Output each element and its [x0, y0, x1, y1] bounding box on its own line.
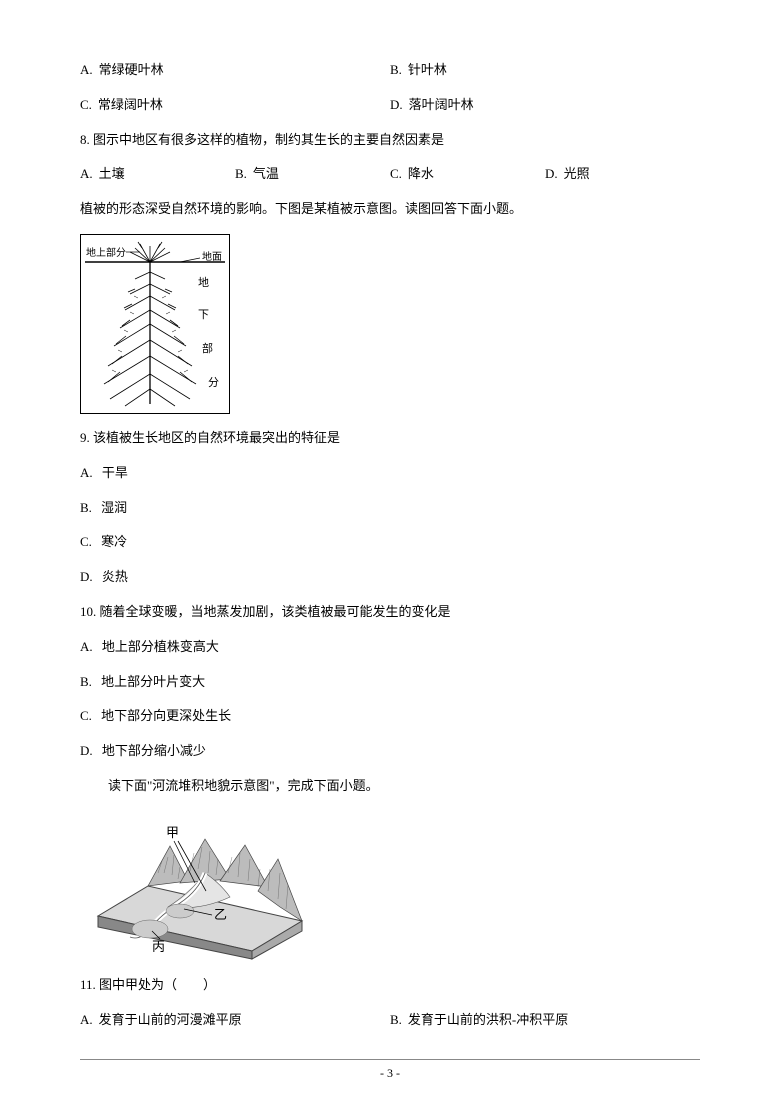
opt-text: 气温 — [253, 164, 279, 185]
opt-label: A. — [80, 164, 93, 185]
opt-text: 地上部分植株变高大 — [102, 639, 219, 654]
intro-text-2: 读下面"河流堆积地貌示意图"，完成下面小题。 — [80, 776, 700, 797]
q8-opt-c: C. 降水 — [390, 164, 545, 185]
opt-label: C. — [80, 95, 92, 116]
fig2-label-yi: 乙 — [214, 907, 227, 922]
opt-label: A. — [80, 60, 93, 81]
page-footer: - 3 - — [0, 1059, 780, 1083]
opt-text: 炎热 — [102, 569, 128, 584]
opt-text: 寒冷 — [101, 534, 127, 549]
q11-options-row1: A. 发育于山前的河漫滩平原 B. 发育于山前的洪积-冲积平原 — [80, 1010, 700, 1031]
opt-text: 地上部分叶片变大 — [101, 674, 205, 689]
q10-opt-c: C. 地下部分向更深处生长 — [80, 706, 700, 727]
opt-label: B. — [235, 164, 247, 185]
fig1-label-di: 地 — [198, 276, 209, 289]
q10-stem: 10. 随着全球变暖，当地蒸发加剧，该类植被最可能发生的变化是 — [80, 602, 700, 623]
opt-label: B. — [390, 60, 402, 81]
opt-text: 发育于山前的洪积-冲积平原 — [408, 1010, 568, 1031]
q9-opt-d: D. 炎热 — [80, 567, 700, 588]
opt-text: 地下部分缩小减少 — [102, 743, 206, 758]
q11-stem: 11. 图中甲处为（ ） — [80, 975, 700, 996]
q10-opt-d: D. 地下部分缩小减少 — [80, 741, 700, 762]
opt-label: B. — [80, 500, 92, 515]
q7-opt-b: B. 针叶林 — [390, 60, 700, 81]
fig2-label-jia: 甲 — [166, 825, 179, 840]
opt-label: D. — [390, 95, 403, 116]
opt-text: 落叶阔叶林 — [409, 95, 474, 116]
q9-stem: 9. 该植被生长地区的自然环境最突出的特征是 — [80, 428, 700, 449]
q11-opt-a: A. 发育于山前的河漫滩平原 — [80, 1010, 390, 1031]
opt-text: 土壤 — [99, 164, 125, 185]
fig1-label-xia: 下 — [198, 309, 209, 321]
opt-text: 针叶林 — [408, 60, 447, 81]
q9-opt-b: B. 湿润 — [80, 498, 700, 519]
opt-text: 发育于山前的河漫滩平原 — [99, 1010, 242, 1031]
opt-label: C. — [390, 164, 402, 185]
q8-options: A. 土壤 B. 气温 C. 降水 D. 光照 — [80, 164, 700, 185]
opt-label: A. — [80, 465, 93, 480]
opt-label: B. — [390, 1010, 402, 1031]
opt-label: D. — [545, 164, 558, 185]
q7-opt-d: D. 落叶阔叶林 — [390, 95, 700, 116]
opt-text: 干旱 — [102, 465, 128, 480]
q7-options-row1: A. 常绿硬叶林 B. 针叶林 — [80, 60, 700, 81]
fig1-label-fen: 分 — [208, 376, 219, 389]
opt-label: C. — [80, 534, 92, 549]
fig1-label-bu: 部 — [202, 341, 213, 355]
fig1-label-above: 地上部分 — [86, 246, 126, 259]
fig1-label-ground: 地面 — [202, 250, 222, 263]
page-number: - 3 - — [380, 1066, 400, 1080]
opt-label: C. — [80, 708, 92, 723]
opt-label: A. — [80, 639, 93, 654]
opt-label: D. — [80, 569, 93, 584]
q7-options-row2: C. 常绿阔叶林 D. 落叶阔叶林 — [80, 95, 700, 116]
q9-opt-a: A. 干旱 — [80, 463, 700, 484]
figure-plant-root: 地上部分 地面 地 下 部 分 — [80, 234, 700, 414]
q7-opt-a: A. 常绿硬叶林 — [80, 60, 390, 81]
q11-opt-b: B. 发育于山前的洪积-冲积平原 — [390, 1010, 700, 1031]
opt-text: 湿润 — [101, 500, 127, 515]
figure-river-landform: 甲 乙 丙 — [80, 811, 700, 961]
q9-opt-c: C. 寒冷 — [80, 532, 700, 553]
q8-opt-d: D. 光照 — [545, 164, 700, 185]
footer-rule — [80, 1059, 700, 1060]
q8-stem: 8. 图示中地区有很多这样的植物，制约其生长的主要自然因素是 — [80, 130, 700, 151]
opt-text: 光照 — [564, 164, 590, 185]
q8-opt-b: B. 气温 — [235, 164, 390, 185]
intro-text-1: 植被的形态深受自然环境的影响。下图是某植被示意图。读图回答下面小题。 — [80, 199, 700, 220]
opt-text: 降水 — [408, 164, 434, 185]
opt-text: 常绿硬叶林 — [99, 60, 164, 81]
opt-label: A. — [80, 1010, 93, 1031]
q8-opt-a: A. 土壤 — [80, 164, 235, 185]
q10-opt-b: B. 地上部分叶片变大 — [80, 672, 700, 693]
opt-text: 地下部分向更深处生长 — [101, 708, 231, 723]
fig2-label-bing: 丙 — [152, 939, 165, 954]
opt-text: 常绿阔叶林 — [98, 95, 163, 116]
q10-opt-a: A. 地上部分植株变高大 — [80, 637, 700, 658]
q7-opt-c: C. 常绿阔叶林 — [80, 95, 390, 116]
opt-label: D. — [80, 743, 93, 758]
opt-label: B. — [80, 674, 92, 689]
